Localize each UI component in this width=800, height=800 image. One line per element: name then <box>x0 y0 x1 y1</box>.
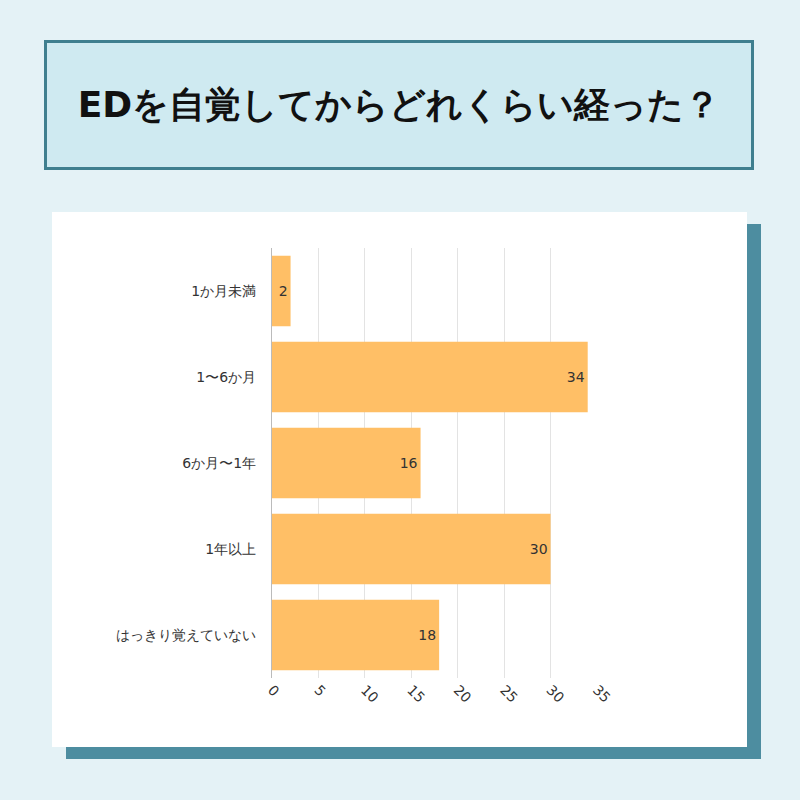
svg-text:30: 30 <box>543 682 567 706</box>
svg-text:1年以上: 1年以上 <box>205 541 256 557</box>
svg-text:1か月未満: 1か月未満 <box>191 283 256 299</box>
svg-text:25: 25 <box>497 682 521 706</box>
svg-text:20: 20 <box>451 682 475 706</box>
svg-text:34: 34 <box>567 369 585 385</box>
svg-text:6か月〜1年: 6か月〜1年 <box>182 455 256 471</box>
svg-text:30: 30 <box>530 541 548 557</box>
html-text:EDを自覚してからどれくらい経った？: EDを自覚してからどれくらい経った？ <box>77 83 721 125</box>
svg-text:1〜6か月: 1〜6か月 <box>196 369 256 385</box>
svg-text:18: 18 <box>418 627 436 643</box>
svg-text:2: 2 <box>279 283 288 299</box>
svg-text:16: 16 <box>400 455 418 471</box>
svg-text:0: 0 <box>265 682 283 700</box>
svg-text:5: 5 <box>311 682 329 700</box>
svg-text:35: 35 <box>590 682 614 706</box>
svg-text:10: 10 <box>358 682 382 706</box>
svg-text:はっきり覚えていない: はっきり覚えていない <box>116 627 256 643</box>
svg-text:15: 15 <box>404 682 428 706</box>
